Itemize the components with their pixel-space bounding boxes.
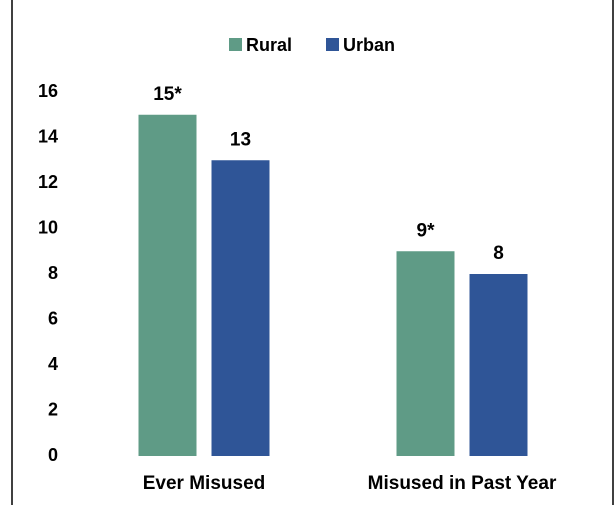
- legend-label: Rural: [246, 35, 292, 55]
- legend-swatch: [229, 38, 242, 51]
- bar: [396, 251, 455, 456]
- value-label: 9*: [417, 220, 436, 241]
- y-tick-label: 2: [48, 399, 58, 419]
- bar: [469, 274, 528, 456]
- y-tick-label: 8: [48, 263, 58, 283]
- value-label: 13: [230, 129, 251, 150]
- bar: [138, 114, 197, 456]
- y-tick-label: 0: [48, 445, 58, 465]
- legend-swatch: [326, 38, 339, 51]
- y-tick-label: 14: [38, 126, 58, 146]
- value-label: 15*: [153, 84, 182, 105]
- x-tick-label: Ever Misused: [143, 473, 266, 494]
- value-label: 8: [493, 243, 504, 264]
- bar: [211, 160, 270, 456]
- y-tick-label: 6: [48, 308, 58, 328]
- y-tick-label: 16: [38, 81, 58, 101]
- legend-label: Urban: [343, 35, 395, 55]
- y-tick-label: 10: [38, 217, 58, 237]
- y-tick-label: 12: [38, 172, 58, 192]
- x-tick-label: Misused in Past Year: [368, 473, 557, 494]
- y-tick-label: 4: [48, 354, 58, 374]
